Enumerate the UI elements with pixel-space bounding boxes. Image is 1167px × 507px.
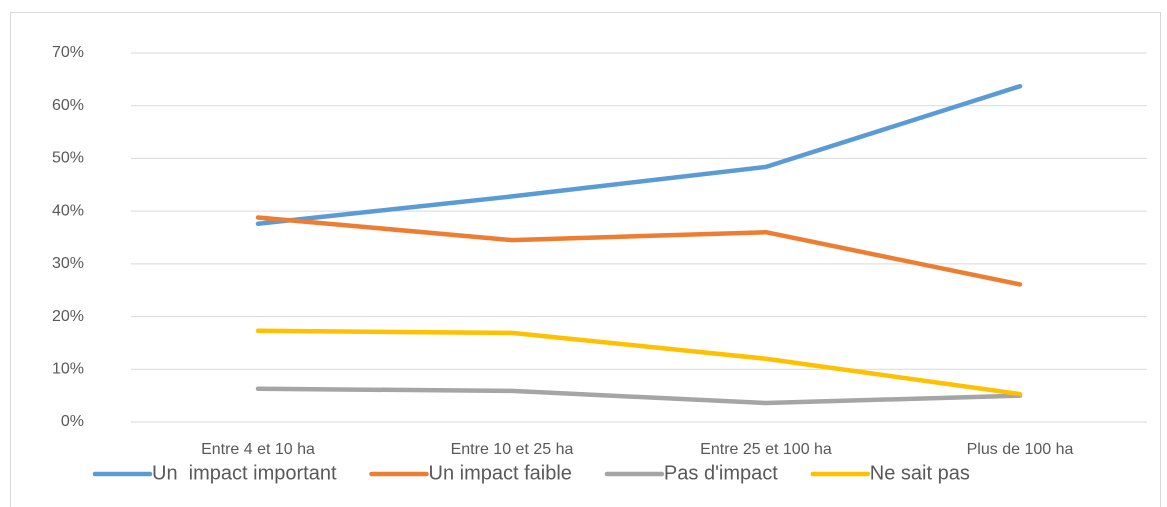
x-tick-label: Entre 4 et 10 ha	[201, 441, 315, 458]
x-tick-label: Entre 25 et 100 ha	[700, 441, 832, 458]
legend-label: Un impact important	[152, 462, 337, 484]
y-tick-label: 30%	[52, 255, 84, 272]
legend-label: Pas d'impact	[664, 462, 778, 484]
y-tick-label: 10%	[52, 361, 84, 378]
legend-label: Ne sait pas	[870, 462, 970, 484]
series-line	[255, 215, 1023, 287]
y-tick-label: 20%	[52, 308, 84, 325]
series-line	[255, 83, 1023, 227]
x-tick-label: Entre 10 et 25 ha	[451, 441, 574, 458]
y-tick-label: 70%	[52, 44, 84, 61]
y-tick-label: 50%	[52, 150, 84, 167]
x-tick-label: Plus de 100 ha	[967, 441, 1074, 458]
y-tick-label: 60%	[52, 97, 84, 114]
y-tick-label: 40%	[52, 202, 84, 219]
series-line	[255, 328, 1023, 397]
chart-frame	[10, 12, 1161, 507]
legend-label: Un impact faible	[429, 462, 572, 484]
y-tick-label: 0%	[61, 413, 84, 430]
series-line	[255, 386, 1023, 406]
